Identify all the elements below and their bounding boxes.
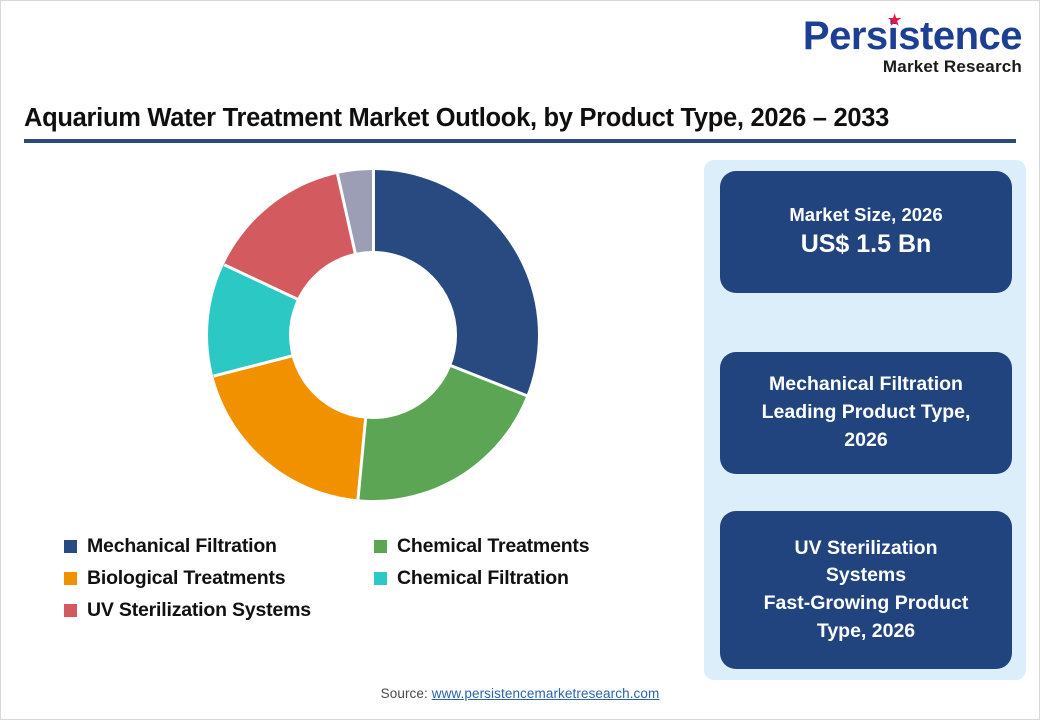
card-line-2: Systems <box>825 564 907 587</box>
highlight-card-fast-growing-product-type[interactable]: UV Sterilization Systems Fast-Growing Pr… <box>720 511 1012 669</box>
highlights-panel: Market Size, 2026 US$ 1.5 Bn Mechanical … <box>704 160 1026 680</box>
legend-swatch-icon <box>64 572 77 585</box>
source-footer: Source: www.persistencemarketresearch.co… <box>0 686 1040 701</box>
legend-row: Biological Treatments Chemical Filtratio… <box>64 567 674 599</box>
chart-area <box>0 150 690 550</box>
card-line-1: Mechanical Filtration <box>769 373 963 396</box>
legend-swatch-icon <box>64 540 77 553</box>
legend-swatch-icon <box>374 572 387 585</box>
highlight-card-market-size[interactable]: Market Size, 2026 US$ 1.5 Bn <box>720 171 1012 293</box>
legend-label: UV Sterilization Systems <box>87 599 311 621</box>
legend-label: Chemical Treatments <box>397 535 590 557</box>
star-icon: ★ <box>887 12 901 29</box>
legend-swatch-icon <box>374 540 387 553</box>
card-line-2: Leading Product Type, <box>761 401 971 424</box>
legend-label: Chemical Filtration <box>397 567 569 589</box>
legend-swatch-icon <box>64 604 77 617</box>
legend-item-chemical-treatments[interactable]: Chemical Treatments <box>374 535 674 558</box>
source-link[interactable]: www.persistencemarketresearch.com <box>431 686 660 701</box>
card-line-3: 2026 <box>844 428 888 451</box>
source-label: Source: <box>380 686 428 701</box>
legend-row: Mechanical Filtration Chemical Treatment… <box>64 535 674 567</box>
card-line-4: Type, 2026 <box>816 619 916 642</box>
card-line-1: UV Sterilization <box>794 536 938 559</box>
legend-item-uv-sterilization-systems[interactable]: UV Sterilization Systems <box>64 599 374 622</box>
legend-row: UV Sterilization Systems <box>64 599 674 631</box>
page-title: Aquarium Water Treatment Market Outlook,… <box>24 104 889 132</box>
legend-label: Biological Treatments <box>87 567 286 589</box>
legend-label: Mechanical Filtration <box>87 535 277 557</box>
donut-slice-separator <box>372 170 375 335</box>
highlight-card-leading-product-type[interactable]: Mechanical Filtration Leading Product Ty… <box>720 352 1012 474</box>
brand-tagline: Market Research <box>882 57 1022 76</box>
title-block: Aquarium Water Treatment Market Outlook,… <box>24 104 1016 143</box>
card-label: Market Size, 2026 <box>789 204 943 226</box>
title-divider <box>24 139 1016 143</box>
chart-legend: Mechanical Filtration Chemical Treatment… <box>64 535 674 631</box>
brand-name: Persistence <box>802 14 1023 58</box>
card-value: US$ 1.5 Bn <box>800 230 932 259</box>
card-line-3: Fast-Growing Product <box>763 592 969 614</box>
legend-item-biological-treatments[interactable]: Biological Treatments <box>64 567 374 590</box>
brand-logo: Persistence ★ Market Research <box>802 12 1023 76</box>
brand-name-wrap: Persistence ★ <box>802 12 1023 58</box>
legend-item-mechanical-filtration[interactable]: Mechanical Filtration <box>64 535 374 558</box>
legend-item-chemical-filtration[interactable]: Chemical Filtration <box>374 567 674 590</box>
